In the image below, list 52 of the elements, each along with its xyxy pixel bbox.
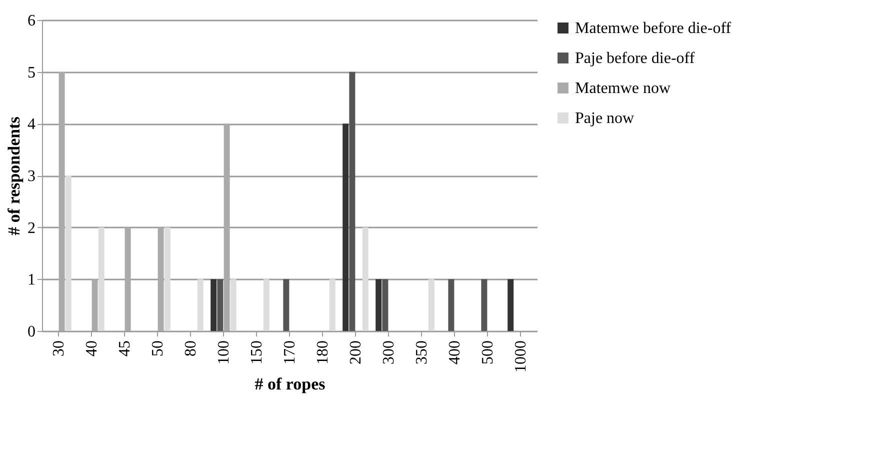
legend-label: Paje before die-off [575, 50, 696, 67]
bar [217, 279, 224, 331]
y-tick-label: 2 [28, 220, 36, 237]
bar [349, 72, 356, 331]
bar [283, 279, 290, 331]
x-tick-label: 300 [380, 340, 398, 364]
bar [362, 227, 368, 331]
y-tick-label: 1 [28, 272, 36, 289]
x-tick-label: 150 [248, 340, 266, 364]
bar [158, 227, 164, 331]
bar [164, 227, 170, 331]
bar [224, 124, 230, 331]
bar [342, 124, 349, 331]
bar [197, 279, 204, 331]
y-axis-title: # of respondents [4, 116, 24, 236]
x-tick-label: 200 [348, 340, 364, 364]
x-tick-label: 180 [314, 340, 332, 364]
x-tick-label: 30 [50, 340, 68, 356]
bar [92, 279, 98, 331]
x-tick-label: 170 [282, 340, 298, 364]
y-tick-label: 3 [28, 168, 36, 185]
x-tick-label: 40 [84, 340, 100, 356]
bar [376, 279, 382, 331]
bar [65, 176, 72, 331]
x-tick-label: 350 [414, 340, 430, 364]
bar [98, 227, 104, 331]
bar [428, 279, 434, 331]
y-tick-label: 5 [28, 64, 36, 82]
bar [481, 279, 488, 331]
bar [329, 279, 336, 331]
x-tick-label: 400 [446, 340, 464, 364]
bar [124, 227, 131, 331]
x-tick-label: 50 [150, 340, 166, 356]
legend-label: Matemwe before die-off [575, 20, 732, 37]
y-tick-label: 0 [28, 324, 36, 340]
x-tick-label: 1000 [512, 340, 530, 372]
bar [58, 72, 65, 331]
x-axis-title: # of ropes [254, 374, 326, 394]
bar [230, 279, 236, 331]
x-tick-label: 100 [216, 340, 232, 364]
bar [382, 279, 388, 331]
legend-label: Matemwe now [575, 80, 671, 97]
y-tick-label: 4 [28, 116, 36, 134]
x-tick-label: 45 [116, 340, 134, 356]
bar [508, 279, 514, 331]
bar [210, 279, 217, 331]
x-tick-label: 500 [480, 340, 496, 364]
x-tick-label: 80 [182, 340, 200, 356]
y-tick-label: 6 [28, 12, 36, 30]
bar [448, 279, 454, 331]
bar [263, 279, 270, 331]
legend-label: Paje now [575, 110, 635, 127]
